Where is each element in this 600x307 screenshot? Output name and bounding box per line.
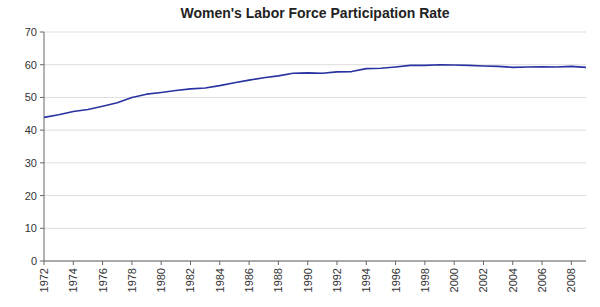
y-tick-label: 10	[25, 222, 37, 234]
x-tick-label: 1994	[360, 268, 372, 292]
grid-line	[44, 195, 586, 196]
y-tick	[40, 228, 44, 229]
x-tick	[219, 261, 220, 265]
grid-line	[44, 97, 586, 98]
y-axis-line	[44, 32, 45, 261]
x-tick	[73, 261, 74, 265]
x-tick-label: 1990	[302, 268, 314, 292]
x-tick	[249, 261, 250, 265]
grid-line	[44, 228, 586, 229]
x-tick	[44, 261, 45, 265]
x-tick-label: 1980	[155, 268, 167, 292]
x-tick	[161, 261, 162, 265]
x-tick-label: 1982	[184, 268, 196, 292]
x-tick	[424, 261, 425, 265]
x-tick-label: 1986	[243, 268, 255, 292]
y-tick	[40, 261, 44, 262]
x-tick-label: 2002	[477, 268, 489, 292]
x-tick	[102, 261, 103, 265]
x-tick-label: 1972	[38, 268, 50, 292]
x-tick-label: 1978	[126, 268, 138, 292]
grid-line	[44, 162, 586, 163]
y-tick-label: 30	[25, 157, 37, 169]
x-tick	[278, 261, 279, 265]
x-tick	[454, 261, 455, 265]
y-tick	[40, 97, 44, 98]
plot-area	[44, 65, 586, 118]
x-tick	[190, 261, 191, 265]
x-tick-label: 1996	[390, 268, 402, 292]
y-tick-label: 70	[25, 26, 37, 38]
x-tick-label: 2006	[536, 268, 548, 292]
x-tick	[131, 261, 132, 265]
x-tick	[366, 261, 367, 265]
y-tick	[40, 130, 44, 131]
y-tick	[40, 32, 44, 33]
x-tick-label: 2004	[507, 268, 519, 292]
y-tick-label: 50	[25, 91, 37, 103]
x-tick-label: 1974	[67, 268, 79, 292]
title: Women's Labor Force Participation Rate	[180, 5, 449, 21]
y-tick	[40, 195, 44, 196]
x-tick	[395, 261, 396, 265]
x-tick	[542, 261, 543, 265]
grid-line	[44, 261, 586, 262]
x-tick-label: 1988	[272, 268, 284, 292]
grid-line	[44, 64, 586, 65]
x-tick-label: 1998	[419, 268, 431, 292]
chart: Women's Labor Force Participation Rate01…	[0, 0, 600, 307]
y-tick-label: 20	[25, 190, 37, 202]
grid-line	[44, 130, 586, 131]
grid-line	[44, 32, 586, 33]
data-line	[44, 65, 586, 118]
x-axis-line	[44, 261, 586, 262]
x-tick-label: 1976	[97, 268, 109, 292]
y-tick	[40, 64, 44, 65]
x-tick-label: 1984	[214, 268, 226, 292]
x-tick-label: 2008	[565, 268, 577, 292]
x-tick-label: 2000	[448, 268, 460, 292]
y-tick-label: 0	[31, 255, 37, 267]
y-tick-label: 40	[25, 124, 37, 136]
y-tick	[40, 162, 44, 163]
x-tick	[483, 261, 484, 265]
x-tick	[307, 261, 308, 265]
x-tick	[336, 261, 337, 265]
x-tick-label: 1992	[331, 268, 343, 292]
x-tick	[512, 261, 513, 265]
y-tick-label: 60	[25, 59, 37, 71]
x-tick	[571, 261, 572, 265]
